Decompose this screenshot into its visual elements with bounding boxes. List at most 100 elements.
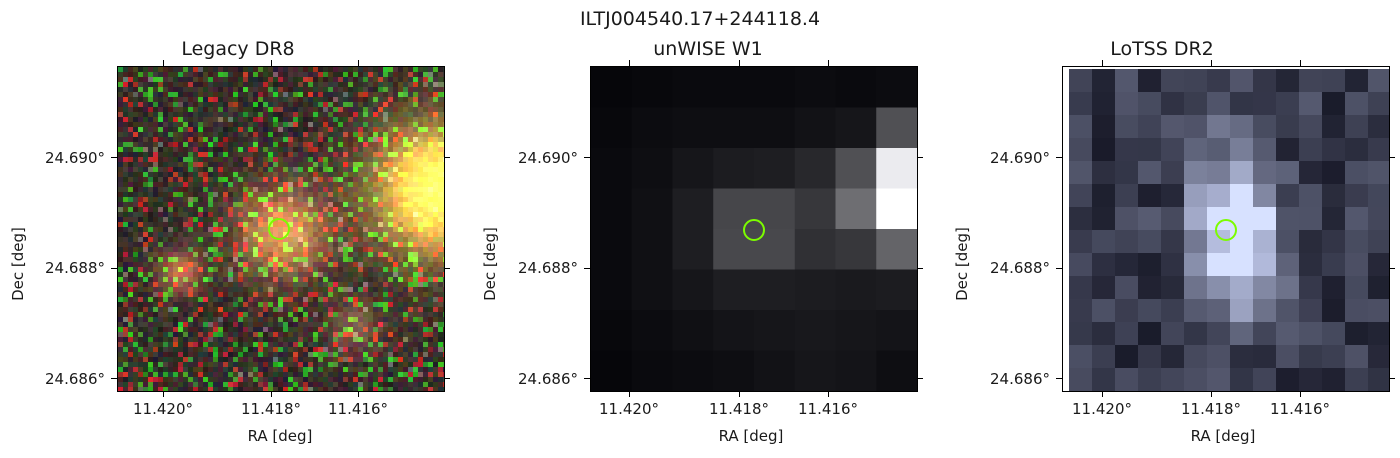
image-pixel (413, 277, 418, 282)
image-pixel (148, 272, 153, 277)
image-pixel (333, 247, 338, 252)
image-pixel (373, 152, 378, 157)
image-pixel (876, 269, 917, 311)
image-pixel (328, 202, 333, 207)
image-pixel (138, 262, 143, 267)
image-pixel (238, 307, 243, 312)
image-pixel (313, 252, 318, 257)
image-pixel (713, 148, 755, 189)
image-pixel (123, 117, 128, 122)
image-pixel (233, 77, 238, 82)
image-pixel (313, 292, 318, 297)
image-pixel (283, 337, 288, 342)
image-pixel (328, 152, 333, 157)
image-pixel (308, 337, 313, 342)
image-pixel (118, 122, 123, 127)
image-pixel (358, 312, 363, 317)
image-pixel (1253, 115, 1277, 139)
image-pixel (218, 282, 223, 287)
image-pixel (263, 157, 268, 162)
image-pixel (318, 322, 323, 327)
image-pixel (393, 187, 398, 192)
image-pixel (303, 127, 308, 132)
image-pixel (1138, 345, 1162, 369)
image-pixel (876, 148, 917, 189)
image-pixel (348, 212, 353, 217)
image-pixel (183, 242, 188, 247)
image-pixel (438, 102, 443, 107)
image-pixel (293, 302, 298, 307)
image-pixel (418, 367, 423, 372)
image-pixel (198, 307, 203, 312)
image-pixel (383, 332, 388, 337)
image-pixel (338, 112, 343, 117)
image-pixel (248, 142, 253, 147)
image-pixel (1368, 253, 1389, 277)
image-pixel (303, 302, 308, 307)
image-pixel (233, 117, 238, 122)
image-pixel (338, 222, 343, 227)
image-pixel (243, 82, 248, 87)
image-pixel (313, 357, 318, 362)
image-pixel (363, 272, 368, 277)
image-pixel (358, 342, 363, 347)
image-pixel (293, 152, 298, 157)
image-pixel (358, 172, 363, 177)
image-pixel (443, 382, 444, 387)
image-pixel (258, 297, 263, 302)
image-pixel (333, 337, 338, 342)
image-pixel (373, 67, 378, 72)
image-pixel (318, 302, 323, 307)
image-pixel (183, 237, 188, 242)
image-pixel (358, 142, 363, 147)
image-pixel (143, 372, 148, 377)
image-pixel (338, 317, 343, 322)
image-pixel (358, 212, 363, 217)
image-pixel (408, 222, 413, 227)
image-pixel (428, 277, 433, 282)
image-pixel (423, 122, 428, 127)
image-pixel (218, 157, 223, 162)
image-pixel (433, 362, 438, 367)
image-pixel (148, 352, 153, 357)
image-pixel (188, 357, 193, 362)
image-pixel (263, 367, 268, 372)
image-pixel (128, 322, 133, 327)
image-pixel (253, 367, 258, 372)
image-pixel (293, 332, 298, 337)
image-pixel (423, 357, 428, 362)
image-pixel (408, 142, 413, 147)
image-pixel (303, 322, 308, 327)
image-pixel (303, 227, 308, 232)
image-pixel (328, 207, 333, 212)
image-pixel (238, 352, 243, 357)
image-pixel (428, 127, 433, 132)
image-pixel (318, 282, 323, 287)
image-pixel (258, 142, 263, 147)
image-pixel (168, 162, 173, 167)
image-pixel (258, 122, 263, 127)
image-pixel (218, 197, 223, 202)
image-pixel (218, 372, 223, 377)
image-pixel (388, 257, 393, 262)
image-pixel (403, 357, 408, 362)
image-pixel (253, 307, 258, 312)
image-pixel (213, 177, 218, 182)
image-pixel (308, 377, 313, 382)
image-pixel (153, 322, 158, 327)
image-pixel (118, 87, 123, 92)
image-pixel (283, 72, 288, 77)
image-pixel (1322, 138, 1346, 162)
image-pixel (128, 342, 133, 347)
image-pixel (223, 182, 228, 187)
image-pixel (288, 147, 293, 152)
image-pixel (438, 242, 443, 247)
image-pixel (343, 272, 348, 277)
image-pixel (158, 82, 163, 87)
image-pixel (408, 292, 413, 297)
image-pixel (133, 312, 138, 317)
image-pixel (253, 312, 258, 317)
image-pixel (168, 72, 173, 77)
image-pixel (223, 257, 228, 262)
image-pixel (333, 362, 338, 367)
